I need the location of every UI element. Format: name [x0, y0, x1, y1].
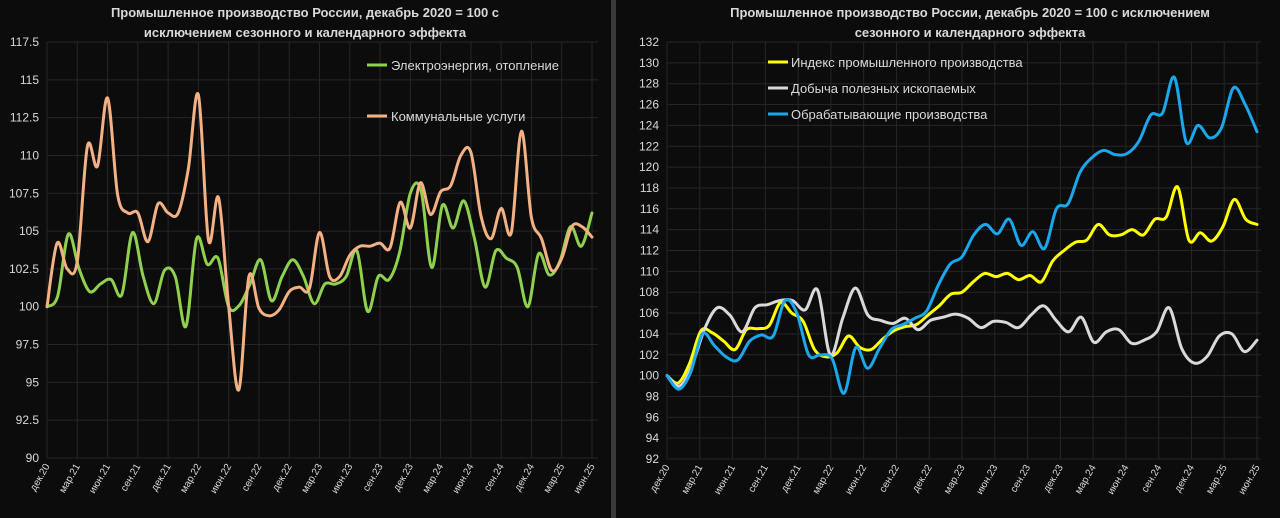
y-tick-label: 124 — [639, 118, 659, 132]
x-tick-label: дек.24 — [1173, 463, 1198, 495]
y-tick-label: 98 — [646, 389, 660, 403]
y-tick-label: 106 — [639, 306, 659, 320]
x-tick-label: июн.21 — [712, 463, 738, 497]
series-lines — [665, 75, 1259, 395]
chart-title-line-2: сезонного и календарного эффекта — [855, 25, 1086, 40]
gridlines — [666, 41, 1261, 460]
y-tick-label: 95 — [26, 375, 40, 389]
y-tick-label: 96 — [646, 410, 660, 424]
legend-label-industrial-index: Индекс промышленного производства — [791, 55, 1023, 70]
x-tick-label: июн.25 — [1237, 463, 1263, 497]
industrial-index-series-line — [665, 185, 1259, 385]
x-tick-label: сен.23 — [1009, 463, 1034, 495]
x-tick-label: июн.22 — [843, 463, 869, 497]
y-tick-label: 117.5 — [10, 35, 39, 49]
x-tick-label: мар.22 — [811, 463, 837, 497]
left-chart-panel: Промышленное производство России, декабр… — [0, 0, 611, 518]
mining-series-line — [665, 286, 1259, 388]
chart-title-line-1: Промышленное производство России, декабр… — [730, 5, 1210, 20]
x-tick-label: июн.24 — [1106, 463, 1132, 497]
y-tick-label: 92.5 — [16, 413, 40, 427]
x-tick-label: июн.24 — [451, 462, 477, 496]
y-tick-label: 104 — [639, 327, 659, 341]
x-tick-label: мар.22 — [179, 462, 205, 496]
y-tick-label: 108 — [639, 285, 659, 299]
y-tick-label: 130 — [639, 56, 659, 70]
x-tick-label: мар.21 — [680, 463, 706, 497]
y-tick-label: 90 — [26, 451, 40, 465]
y-tick-label: 100 — [639, 369, 659, 383]
y-tick-label: 132 — [639, 35, 659, 49]
y-tick-label: 112.5 — [10, 111, 39, 125]
legend-label-utilities: Коммунальные услуги — [391, 109, 525, 124]
y-tick-label: 128 — [639, 77, 659, 91]
y-tick-label: 115 — [20, 73, 39, 87]
y-tick-label: 97.5 — [16, 338, 40, 352]
chart-title-line-2: исключением сезонного и календарного эфф… — [144, 25, 467, 40]
x-tick-label: мар.23 — [300, 462, 326, 496]
x-tick-label: мар.21 — [57, 462, 83, 496]
manufacturing-series-line — [665, 75, 1259, 395]
x-tick-label: июн.21 — [87, 462, 113, 496]
series-lines — [45, 92, 594, 392]
y-tick-label: 102.5 — [9, 262, 39, 276]
y-tick-label: 118 — [640, 181, 659, 195]
x-tick-label: дек.24 — [513, 462, 538, 494]
y-tick-label: 122 — [639, 139, 659, 153]
right-chart: Промышленное производство России, декабр… — [639, 5, 1263, 497]
left-chart: Промышленное производство России, декабр… — [9, 5, 598, 496]
x-tick-label: июн.23 — [330, 462, 356, 496]
x-tick-label: июн.25 — [572, 462, 598, 496]
y-tick-label: 102 — [639, 348, 659, 362]
x-tick-label: дек.20 — [28, 462, 53, 494]
x-tick-label: сен.24 — [1140, 463, 1165, 495]
legend: Индекс промышленного производства Добыча… — [768, 55, 1023, 122]
x-tick-label: сен.24 — [482, 462, 507, 494]
utilities-series-line — [45, 92, 594, 392]
x-tick-label: дек.21 — [149, 462, 174, 494]
y-tick-label: 92 — [646, 452, 660, 466]
y-tick-label: 114 — [640, 223, 659, 237]
y-tick-label: 126 — [639, 98, 659, 112]
y-tick-label: 100 — [19, 300, 39, 314]
x-tick-label: мар.25 — [1204, 463, 1230, 497]
legend-label-manufacturing: Обрабатывающие производства — [791, 107, 988, 122]
x-tick-label: сен.22 — [878, 463, 903, 495]
electricity-series-line — [45, 181, 594, 329]
y-axis-ticks: 90 92.5 95 97.5 100 102.5 105 107.5 110 112.5 115 1… — [9, 35, 39, 465]
legend-label-electricity: Электроэнергия, отопление — [391, 58, 559, 73]
legend-label-mining: Добыча полезных ископаемых — [791, 81, 976, 96]
x-tick-label: сен.22 — [240, 462, 265, 494]
x-tick-label: мар.24 — [1073, 463, 1099, 497]
panel-divider — [611, 0, 616, 518]
x-tick-label: дек.22 — [910, 463, 935, 495]
x-tick-label: мар.25 — [542, 462, 568, 496]
x-tick-label: мар.23 — [942, 463, 968, 497]
x-tick-label: дек.23 — [392, 462, 417, 494]
x-tick-label: дек.21 — [779, 463, 804, 495]
x-tick-label: июн.23 — [975, 463, 1001, 497]
y-tick-label: 107.5 — [9, 186, 39, 200]
x-tick-label: сен.23 — [361, 462, 386, 494]
right-chart-panel: Промышленное производство России, декабр… — [616, 0, 1280, 518]
x-tick-label: сен.21 — [746, 463, 771, 495]
x-tick-label: мар.24 — [421, 462, 447, 496]
x-tick-label: сен.21 — [119, 462, 144, 494]
y-tick-label: 94 — [646, 431, 660, 445]
y-tick-label: 112 — [640, 244, 659, 258]
x-axis-ticks: дек.20 мар.21 июн.21 сен.21 дек.21 мар.22 июн.… — [28, 462, 598, 496]
x-tick-label: дек.20 — [648, 463, 673, 495]
y-tick-label: 120 — [639, 160, 659, 174]
x-tick-label: дек.23 — [1042, 463, 1067, 495]
x-axis-ticks: дек.20 мар.21 июн.21 сен.21 дек.21 мар.22 июн.… — [648, 463, 1263, 497]
y-tick-label: 110 — [640, 264, 659, 278]
legend: Электроэнергия, отопление Коммунальные у… — [367, 58, 559, 124]
y-tick-label: 116 — [640, 202, 659, 216]
x-tick-label: дек.22 — [270, 462, 295, 494]
chart-title-line-1: Промышленное производство России, декабр… — [111, 5, 499, 20]
y-tick-label: 105 — [19, 224, 39, 238]
y-tick-label: 110 — [20, 148, 39, 162]
x-tick-label: июн.22 — [208, 462, 234, 496]
y-axis-ticks: 92 94 96 98 100 102 104 106 108 110 112 114 116 118 12… — [639, 35, 659, 466]
